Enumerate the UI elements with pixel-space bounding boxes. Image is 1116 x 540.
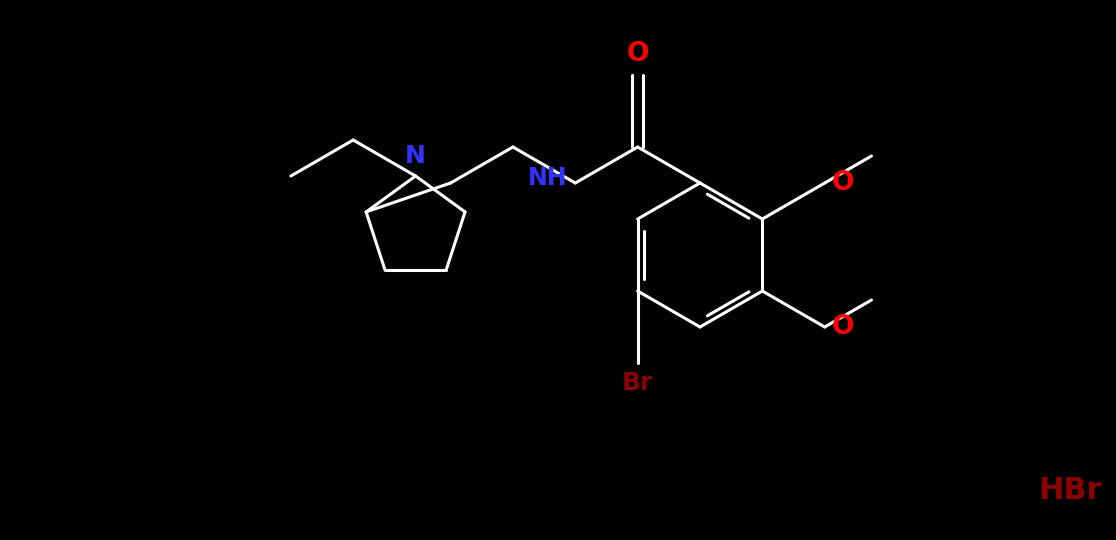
Text: O: O [831, 314, 854, 340]
Text: O: O [626, 41, 648, 67]
Text: NH: NH [528, 166, 567, 190]
Text: N: N [405, 144, 426, 168]
Text: Br: Br [622, 371, 653, 395]
Text: HBr: HBr [1038, 476, 1101, 505]
Text: O: O [831, 170, 854, 196]
